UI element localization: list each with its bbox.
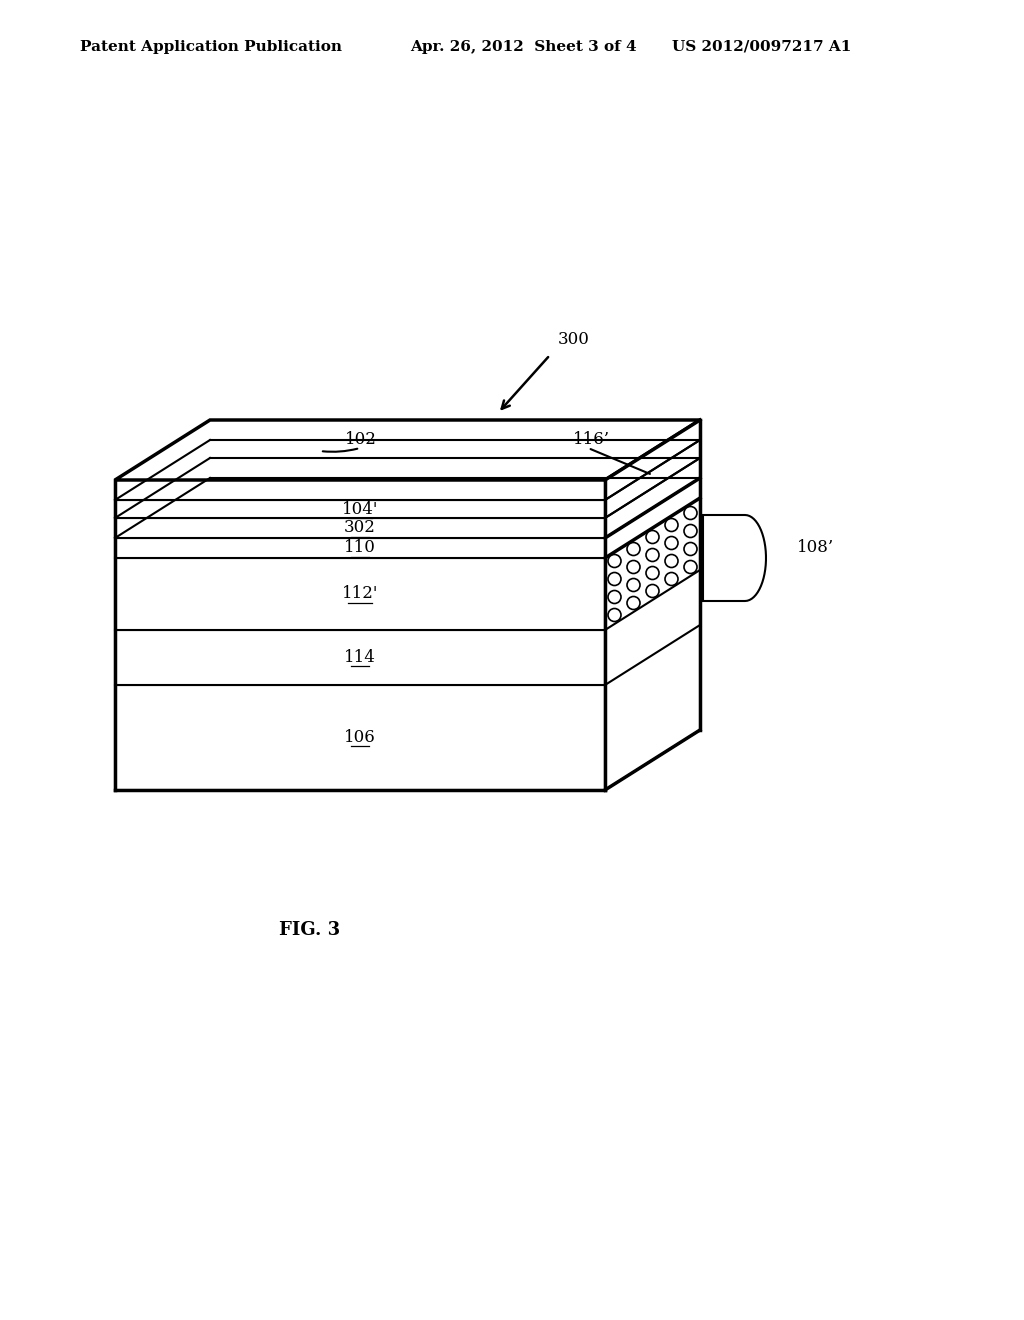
Polygon shape: [115, 480, 605, 500]
Text: 302: 302: [344, 520, 376, 536]
Text: 110: 110: [344, 540, 376, 557]
Text: Apr. 26, 2012  Sheet 3 of 4: Apr. 26, 2012 Sheet 3 of 4: [410, 40, 637, 54]
Text: 104': 104': [342, 500, 378, 517]
Circle shape: [684, 524, 697, 537]
Text: 116’: 116’: [573, 432, 610, 449]
Circle shape: [684, 561, 697, 573]
Polygon shape: [115, 685, 605, 789]
Text: 108’: 108’: [797, 540, 835, 557]
Circle shape: [646, 566, 659, 579]
Circle shape: [665, 519, 678, 532]
Polygon shape: [115, 558, 605, 630]
Text: 114: 114: [344, 649, 376, 667]
Circle shape: [608, 590, 621, 603]
Circle shape: [627, 597, 640, 610]
Circle shape: [627, 578, 640, 591]
Circle shape: [665, 554, 678, 568]
Polygon shape: [605, 420, 700, 789]
PathPatch shape: [703, 515, 766, 601]
Text: US 2012/0097217 A1: US 2012/0097217 A1: [672, 40, 851, 54]
Polygon shape: [115, 539, 605, 558]
Polygon shape: [115, 517, 605, 539]
Polygon shape: [115, 630, 605, 685]
Text: 102: 102: [345, 432, 377, 449]
Polygon shape: [115, 420, 700, 480]
Text: FIG. 3: FIG. 3: [280, 921, 341, 939]
Text: Patent Application Publication: Patent Application Publication: [80, 40, 342, 54]
Circle shape: [646, 531, 659, 544]
Circle shape: [627, 543, 640, 556]
Circle shape: [608, 554, 621, 568]
Circle shape: [608, 609, 621, 622]
Circle shape: [665, 536, 678, 549]
Text: 112': 112': [342, 586, 378, 602]
Circle shape: [608, 573, 621, 586]
Circle shape: [684, 543, 697, 556]
Circle shape: [646, 585, 659, 598]
Circle shape: [684, 507, 697, 520]
Circle shape: [627, 561, 640, 573]
Circle shape: [665, 573, 678, 586]
Polygon shape: [115, 500, 605, 517]
Circle shape: [646, 549, 659, 561]
Text: 106: 106: [344, 729, 376, 746]
Text: 300: 300: [558, 331, 590, 348]
